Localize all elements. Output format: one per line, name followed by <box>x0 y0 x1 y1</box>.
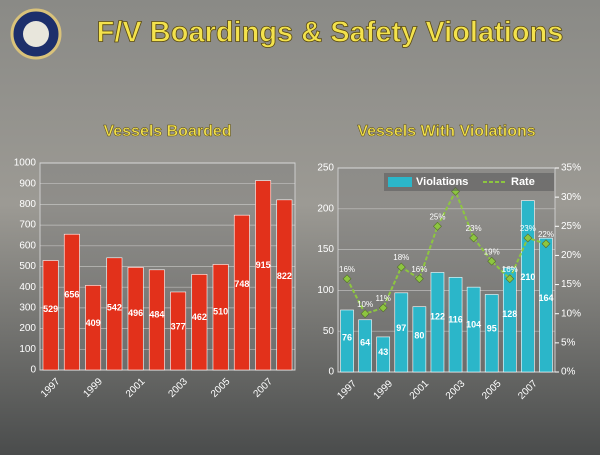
bar-label: 656 <box>64 290 79 300</box>
y-tick-label: 150 <box>317 244 334 255</box>
logo-center <box>23 21 49 47</box>
y-tick-label: 1000 <box>14 158 37 169</box>
bar-label: 210 <box>520 272 535 282</box>
bar <box>255 181 270 370</box>
bar-label: 748 <box>234 279 249 289</box>
bar-label: 542 <box>107 303 122 313</box>
y-tick-label: 100 <box>19 344 36 355</box>
point-label: 22% <box>538 230 554 239</box>
bar-label: 915 <box>256 260 271 270</box>
bar-label: 97 <box>396 323 406 333</box>
slide-title: F/V Boardings & Safety Violations <box>97 17 564 49</box>
bar-label: 377 <box>171 321 186 331</box>
bar-label: 80 <box>414 330 424 340</box>
bar <box>503 268 516 372</box>
bar <box>213 264 228 370</box>
bar-label: 95 <box>487 324 497 334</box>
point-label: 16% <box>411 265 427 274</box>
y-tick-label: 250 <box>317 163 334 174</box>
y2-tick-label: 15% <box>561 279 581 290</box>
legend-swatch <box>388 177 412 187</box>
bar-label: 462 <box>192 312 207 322</box>
point-label: 23% <box>520 224 536 233</box>
bar-label: 64 <box>360 338 370 348</box>
bar-label: 409 <box>86 318 101 328</box>
y-tick-label: 300 <box>19 303 36 314</box>
chart-title: Vessels Boarded <box>103 123 231 140</box>
point-label: 23% <box>466 224 482 233</box>
bar <box>64 234 79 370</box>
page: F/V Boardings & Safety Violations Vessel… <box>0 0 600 455</box>
bar <box>539 238 552 372</box>
bar-label: 529 <box>43 304 58 314</box>
bar-label: 116 <box>448 314 463 324</box>
point-label: 25% <box>429 212 445 221</box>
y-tick-label: 200 <box>19 323 36 334</box>
y-tick-label: 0 <box>30 365 36 376</box>
bar-label: 104 <box>466 320 481 330</box>
bar <box>449 277 462 372</box>
bar-label: 76 <box>342 332 352 342</box>
bar-label: 128 <box>502 309 517 319</box>
bar-label: 510 <box>213 306 228 316</box>
y-tick-label: 400 <box>19 282 36 293</box>
y-tick-label: 100 <box>317 285 334 296</box>
point-label: 16% <box>502 265 518 274</box>
bar <box>128 267 143 370</box>
y-tick-label: 900 <box>19 178 36 189</box>
bar <box>107 258 122 370</box>
bar-label: 43 <box>378 347 388 357</box>
y2-tick-label: 10% <box>561 308 581 319</box>
point-label: 18% <box>393 253 409 262</box>
y-tick-label: 800 <box>19 199 36 210</box>
bar-label: 822 <box>277 271 292 281</box>
bar-label: 484 <box>149 309 164 319</box>
bar-label: 164 <box>538 293 553 303</box>
point-label: 19% <box>484 247 500 256</box>
bar-label: 122 <box>430 312 445 322</box>
y-tick-label: 50 <box>323 326 335 337</box>
bar <box>149 270 164 370</box>
legend-label: Rate <box>511 176 535 188</box>
bar <box>431 272 444 372</box>
point-label: 11% <box>375 294 390 303</box>
y-tick-label: 600 <box>19 240 36 251</box>
y-tick-label: 700 <box>19 220 36 231</box>
bar <box>277 200 292 370</box>
y2-tick-label: 0% <box>561 367 576 378</box>
y-tick-label: 200 <box>317 203 334 214</box>
y2-tick-label: 5% <box>561 337 576 348</box>
bar <box>234 215 249 370</box>
y2-tick-label: 30% <box>561 192 581 203</box>
chart-title: Vessels With Violations <box>357 123 535 140</box>
bar <box>43 260 58 370</box>
bar <box>192 274 207 370</box>
point-label: 16% <box>339 265 355 274</box>
point-label: 10% <box>357 300 373 309</box>
y2-tick-label: 25% <box>561 221 581 232</box>
y2-tick-label: 20% <box>561 250 581 261</box>
y-tick-label: 500 <box>19 261 36 272</box>
y-tick-label: 0 <box>328 367 334 378</box>
y2-tick-label: 35% <box>561 163 581 174</box>
bar-label: 496 <box>128 308 143 318</box>
slide: F/V Boardings & Safety Violations Vessel… <box>0 0 600 455</box>
legend-label: Violations <box>416 176 468 188</box>
